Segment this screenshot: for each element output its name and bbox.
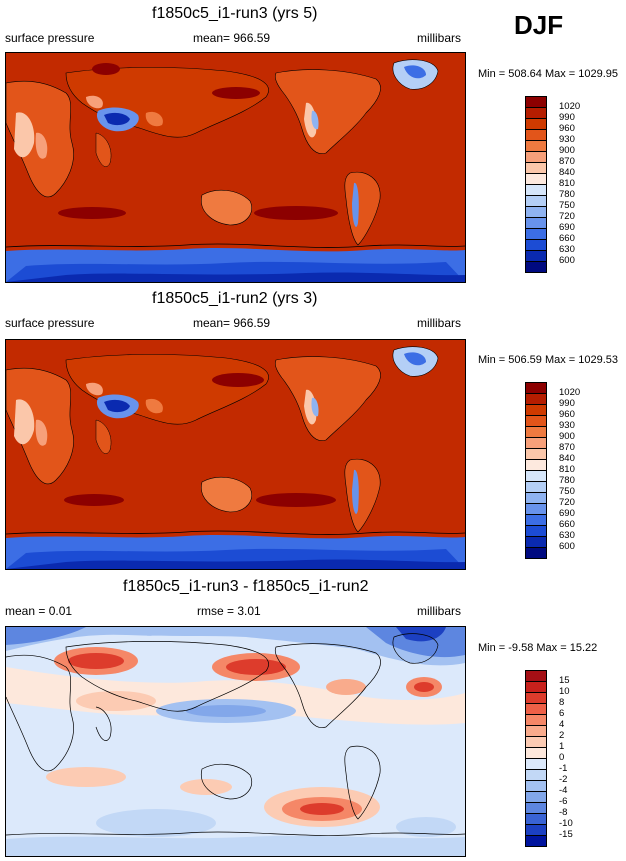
colorbar-level-label: 630: [559, 244, 575, 255]
panel3-rmse-label: rmse = 3.01: [197, 604, 261, 618]
colorbar-level-label: -10: [559, 818, 573, 829]
panel2-mean-label: mean= 966.59: [193, 316, 271, 330]
colorbar-level-label: 810: [559, 178, 575, 189]
colorbar-level-label: 840: [559, 167, 575, 178]
colorbar-level-label: 750: [559, 486, 575, 497]
panel3-title: f1850c5_i1-run3 - f1850c5_i1-run2: [123, 578, 369, 595]
colorbar-level-label: 960: [559, 409, 575, 420]
colorbar-level-label: 690: [559, 222, 575, 233]
colorbar-level-label: 4: [559, 719, 565, 730]
colorbar-level-label: 780: [559, 475, 575, 486]
colorbar-level-label: 870: [559, 442, 575, 453]
colorbar-level-label: 780: [559, 189, 575, 200]
panel1-minmax: Min = 508.64 Max = 1029.95: [478, 68, 619, 80]
panel2-variable-label: surface pressure: [5, 316, 95, 330]
panel2-map: [5, 339, 466, 570]
colorbar-level-label: 600: [559, 541, 575, 552]
colorbar-level-label: 630: [559, 530, 575, 541]
colorbar-level-label: 840: [559, 453, 575, 464]
colorbar-level-label: 930: [559, 420, 575, 431]
colorbar-level-label: 990: [559, 112, 575, 123]
colorbar-level-label: -6: [559, 796, 568, 807]
colorbar-level-label: -4: [559, 785, 568, 796]
colorbar-level-label: -15: [559, 829, 573, 840]
colorbar-level-label: 720: [559, 497, 575, 508]
colorbar-level-label: 0: [559, 752, 565, 763]
colorbar-level-label: 900: [559, 145, 575, 156]
panel2-minmax: Min = 506.59 Max = 1029.53: [478, 354, 619, 366]
colorbar-level-label: 1: [559, 741, 565, 752]
colorbar-level-label: 690: [559, 508, 575, 519]
colorbar-swatch: [525, 547, 547, 559]
colorbar-level-label: -8: [559, 807, 568, 818]
colorbar-level-label: 1020: [559, 101, 581, 112]
panel1-units-label: millibars: [417, 31, 462, 45]
colorbar-level-label: -1: [559, 763, 568, 774]
colorbar-level-label: 1020: [559, 387, 581, 398]
colorbar-level-label: 870: [559, 156, 575, 167]
panel3-map: [5, 626, 466, 857]
colorbar-level-label: 10: [559, 686, 570, 697]
colorbar-level-label: 8: [559, 697, 565, 708]
season-label: DJF: [514, 10, 564, 40]
colorbar-level-label: 810: [559, 464, 575, 475]
panel1-variable-label: surface pressure: [5, 31, 95, 45]
panel3-mean-label: mean = 0.01: [5, 604, 73, 618]
colorbar-level-label: 930: [559, 134, 575, 145]
colorbar-level-label: 720: [559, 211, 575, 222]
panel1-mean-label: mean= 966.59: [193, 31, 271, 45]
panel3-minmax: Min = -9.58 Max = 15.22: [478, 642, 598, 654]
panel1-map: [5, 52, 466, 283]
colorbar-level-label: 600: [559, 255, 575, 266]
colorbar-level-label: 900: [559, 431, 575, 442]
panel3-units-label: millibars: [417, 604, 462, 618]
colorbar-level-label: 960: [559, 123, 575, 134]
colorbar-level-label: 660: [559, 519, 575, 530]
colorbar-level-label: 2: [559, 730, 565, 741]
panel1-title: f1850c5_i1-run3 (yrs 5): [152, 5, 318, 22]
colorbar-level-label: 990: [559, 398, 575, 409]
colorbar-level-label: 660: [559, 233, 575, 244]
panel2-units-label: millibars: [417, 316, 462, 330]
colorbar-level-label: 6: [559, 708, 565, 719]
colorbar-level-label: -2: [559, 774, 568, 785]
colorbar-level-label: 15: [559, 675, 570, 686]
colorbar-swatch: [525, 835, 547, 847]
panel2-title: f1850c5_i1-run2 (yrs 3): [152, 290, 318, 307]
colorbar-level-label: 750: [559, 200, 575, 211]
colorbar-swatch: [525, 261, 547, 273]
